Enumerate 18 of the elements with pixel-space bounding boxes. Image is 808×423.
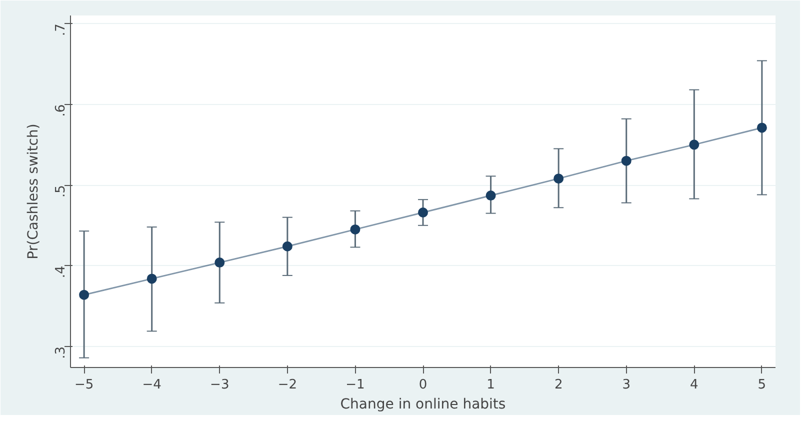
- x-tick-label: 1: [486, 378, 495, 392]
- x-tick-label: 2: [554, 378, 563, 392]
- y-tick-label: .4: [54, 266, 68, 278]
- x-axis-title: Change in online habits: [340, 396, 506, 412]
- y-tick-label: .6: [54, 104, 68, 117]
- x-tick-label: −4: [142, 378, 162, 392]
- y-tick-label: .5: [54, 185, 68, 198]
- x-tick-label: 4: [690, 378, 698, 392]
- x-tick-label: 5: [758, 378, 766, 392]
- x-tick-label: −5: [74, 378, 94, 392]
- y-tick-label: .7: [54, 24, 68, 36]
- y-tick-label: .3: [54, 346, 68, 359]
- x-tick-label: 0: [418, 378, 428, 392]
- x-tick-label: −1: [346, 378, 365, 392]
- x-tick-label: 3: [622, 378, 631, 392]
- x-tick-label: −3: [210, 378, 230, 392]
- y-axis-title: Pr(Cashless switch): [26, 124, 42, 260]
- x-tick-label: −2: [278, 378, 298, 392]
